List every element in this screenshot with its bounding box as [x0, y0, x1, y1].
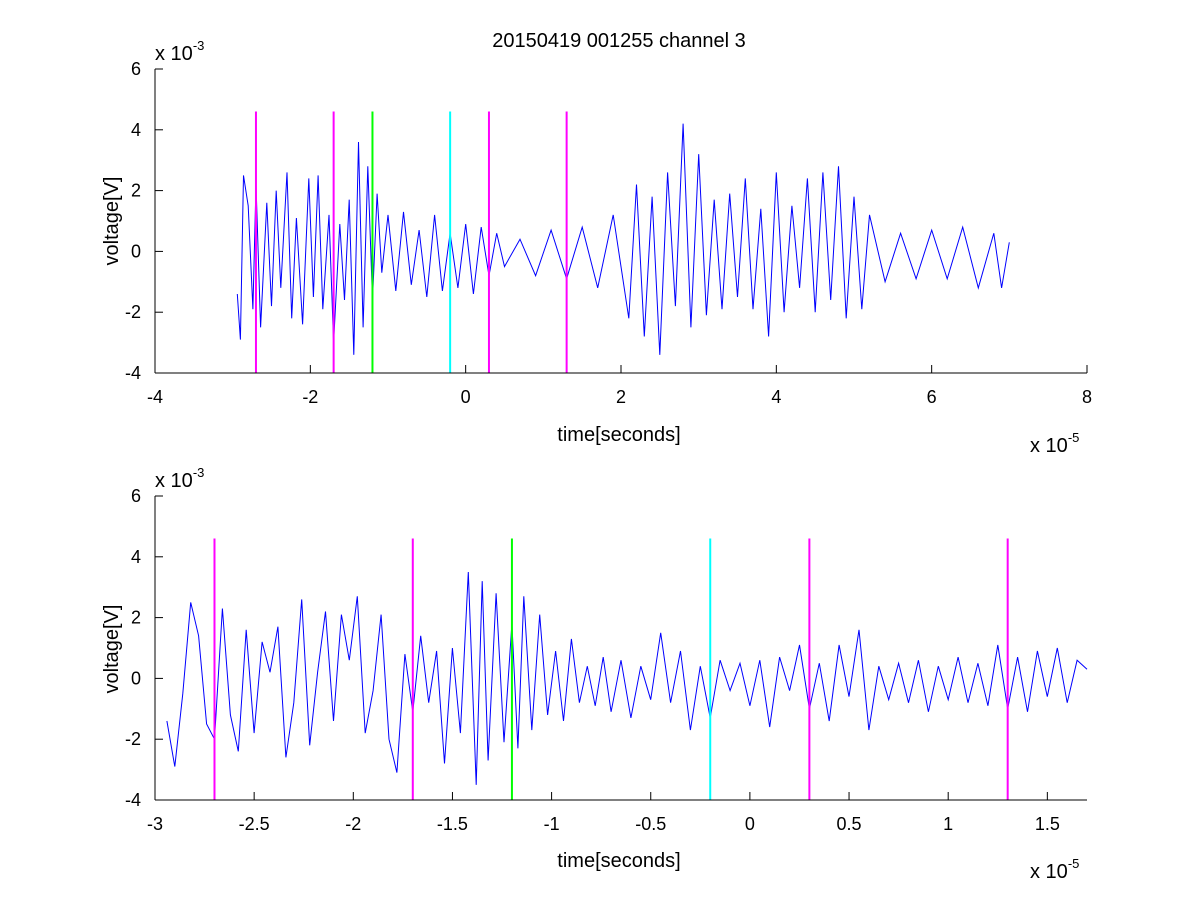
- bottom-y-axis-label: voltage[V]: [101, 605, 123, 694]
- bottom-plot-lines: [166, 571, 1088, 785]
- top-y-tick-label-2: 0: [131, 241, 141, 261]
- bottom-y-tick-label-3: 2: [131, 608, 141, 628]
- top-plot-markers: [254, 111, 568, 373]
- top-x-axis-label: time[seconds]: [557, 424, 680, 446]
- bottom-x-axis-label: time[seconds]: [557, 850, 680, 872]
- bottom-x-exponent: x 10-5: [1030, 856, 1079, 883]
- bottom-x-tick-label-0: -3: [147, 814, 163, 834]
- bottom-y-exponent-base: x 10: [155, 470, 193, 492]
- top-plot-lines: [236, 123, 1010, 355]
- plot-title: 20150419 001255 channel 3: [492, 30, 746, 52]
- bottom-y-exponent: x 10-3: [155, 465, 204, 492]
- bottom-x-tick-label-9: 1.5: [1035, 814, 1060, 834]
- bottom-x-tick-label-1: -2.5: [239, 814, 270, 834]
- top-plot-ticks: -4 -2 0 2 4 6 8 -4 -2 0 2 4 6: [125, 59, 1092, 407]
- top-y-exponent: x 10-3: [155, 38, 204, 65]
- bottom-plot-markers: [213, 538, 1009, 800]
- bottom-plot: -3 -2.5 -2 -1.5 -1 -0.5 0 0.5 1 1.5 -4 -2 0 2 4 6 time[…: [101, 465, 1088, 883]
- top-x-exponent-power: -5: [1068, 430, 1080, 445]
- bottom-y-tick-label-1: -2: [125, 729, 141, 749]
- bottom-x-tick-label-5: -0.5: [635, 814, 666, 834]
- bottom-plot-ticks: -3 -2.5 -2 -1.5 -1 -0.5 0 0.5 1 1.5 -4 -2 0 2 4 6: [125, 486, 1060, 834]
- top-x-tick-label-3: 2: [616, 387, 626, 407]
- top-x-tick-label-6: 8: [1082, 387, 1092, 407]
- bottom-x-tick-label-8: 1: [943, 814, 953, 834]
- bottom-y-tick-label-5: 6: [131, 486, 141, 506]
- top-y-tick-label-0: -4: [125, 363, 141, 383]
- top-y-axis-label: voltage[V]: [101, 177, 123, 266]
- top-signal-series-0: [236, 123, 1010, 355]
- bottom-x-exponent-base: x 10: [1030, 861, 1068, 883]
- top-x-exponent-base: x 10: [1030, 435, 1068, 457]
- top-y-exponent-power: -3: [193, 38, 205, 53]
- bottom-signal-series-0: [166, 571, 1088, 785]
- top-x-tick-label-4: 4: [771, 387, 781, 407]
- top-y-exponent-base: x 10: [155, 43, 193, 65]
- top-y-tick-label-5: 6: [131, 59, 141, 79]
- top-x-exponent: x 10-5: [1030, 430, 1079, 457]
- bottom-x-tick-label-3: -1.5: [437, 814, 468, 834]
- bottom-x-tick-label-2: -2: [345, 814, 361, 834]
- top-y-tick-label-4: 4: [131, 120, 141, 140]
- top-x-tick-label-0: -4: [147, 387, 163, 407]
- top-x-tick-label-5: 6: [927, 387, 937, 407]
- bottom-y-tick-label-4: 4: [131, 547, 141, 567]
- top-x-tick-label-1: -2: [302, 387, 318, 407]
- top-x-tick-label-2: 0: [461, 387, 471, 407]
- bottom-y-exponent-power: -3: [193, 465, 205, 480]
- bottom-x-tick-label-6: 0: [745, 814, 755, 834]
- bottom-x-tick-label-4: -1: [544, 814, 560, 834]
- top-y-tick-label-3: 2: [131, 181, 141, 201]
- bottom-y-tick-label-2: 0: [131, 668, 141, 688]
- bottom-x-tick-label-7: 0.5: [837, 814, 862, 834]
- top-plot: 20150419 001255 channel 3 -4 -2 0 2 4 6 8 -4 -2 0…: [101, 30, 1092, 457]
- top-y-tick-label-1: -2: [125, 302, 141, 322]
- bottom-y-tick-label-0: -4: [125, 790, 141, 810]
- bottom-x-exponent-power: -5: [1068, 856, 1080, 871]
